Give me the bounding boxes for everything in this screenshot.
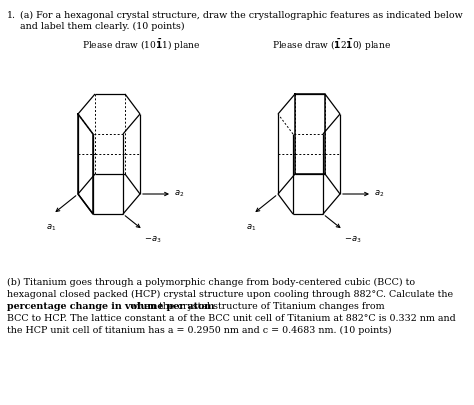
Text: $-a_3$: $-a_3$ [144, 234, 162, 245]
Text: hexagonal closed packed (HCP) crystal structure upon cooling through 882°C. Calc: hexagonal closed packed (HCP) crystal st… [7, 289, 453, 298]
Text: $a_2$: $a_2$ [174, 188, 184, 199]
Text: Please draw ($\mathbf{\bar{1}}$2$\mathbf{\bar{1}}$0) plane: Please draw ($\mathbf{\bar{1}}$2$\mathbf… [272, 38, 391, 53]
Text: (b) Titanium goes through a polymorphic change from body-centered cubic (BCC) to: (b) Titanium goes through a polymorphic … [7, 277, 415, 286]
Text: $-a_3$: $-a_3$ [344, 234, 362, 245]
Text: when the crystal structure of Titanium changes from: when the crystal structure of Titanium c… [7, 301, 384, 310]
Text: (a) For a hexagonal crystal structure, draw the crystallographic features as ind: (a) For a hexagonal crystal structure, d… [20, 11, 463, 20]
Text: Please draw (10$\mathbf{\bar{1}}$1) plane: Please draw (10$\mathbf{\bar{1}}$1) plan… [82, 38, 201, 53]
Text: percentage change in volume per atom: percentage change in volume per atom [7, 301, 215, 310]
Text: $a_1$: $a_1$ [46, 222, 56, 233]
Text: and label them clearly. (10 points): and label them clearly. (10 points) [20, 22, 185, 31]
Text: BCC to HCP. The lattice constant a of the BCC unit cell of Titanium at 882°C is : BCC to HCP. The lattice constant a of th… [7, 313, 456, 322]
Text: the HCP unit cell of titanium has a = 0.2950 nm and c = 0.4683 nm. (10 points): the HCP unit cell of titanium has a = 0.… [7, 325, 392, 334]
Text: $a_1$: $a_1$ [246, 222, 256, 233]
Text: 1.: 1. [7, 11, 16, 20]
Text: $a_2$: $a_2$ [374, 188, 384, 199]
